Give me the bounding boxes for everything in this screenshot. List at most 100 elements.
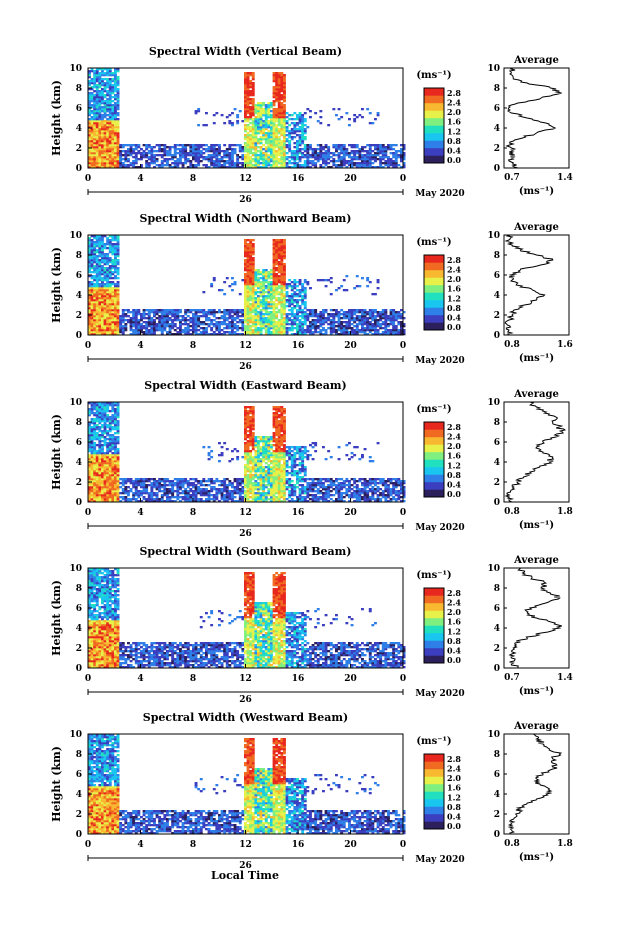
heatmap-cell [342, 164, 346, 167]
heatmap-cell [106, 418, 110, 421]
heatmap-cell [95, 269, 99, 272]
heatmap-cell [93, 261, 97, 264]
heatmap-cell [212, 333, 216, 336]
heatmap-cell [355, 152, 359, 155]
heatmap-cell [93, 498, 97, 501]
heatmap-cell [259, 120, 263, 123]
heatmap-cell [119, 331, 123, 334]
heatmap-cell [363, 156, 367, 159]
heatmap-cell [345, 289, 349, 292]
heatmap-cell [116, 146, 120, 149]
heatmap-cell [301, 291, 305, 294]
heatmap-cell [231, 315, 234, 318]
heatmap-cell [267, 303, 271, 306]
heatmap-cell [101, 476, 104, 479]
heatmap-cell [106, 446, 110, 449]
heatmap-cell [106, 108, 110, 111]
heatmap-cell [290, 118, 294, 121]
heatmap-cell [114, 468, 117, 471]
heatmap-cell [106, 456, 110, 459]
heatmap-cell [90, 156, 94, 159]
heatmap-cell [400, 166, 403, 169]
heatmap-cell [171, 325, 175, 328]
heatmap-cell [283, 78, 286, 81]
heatmap-cell [358, 148, 362, 151]
heatmap-cell [90, 98, 94, 101]
heatmap-cell [270, 138, 273, 141]
heatmap-cell [93, 144, 97, 147]
heatmap-cell [116, 333, 120, 336]
heatmap-cell [296, 140, 299, 143]
heatmap-cell [88, 142, 91, 145]
heatmap-cell [88, 289, 91, 292]
heatmap-cell [329, 281, 333, 284]
heatmap-cell [327, 166, 331, 169]
heatmap-cell [90, 432, 94, 435]
heatmap-cell [181, 152, 185, 155]
heatmap-cell [90, 305, 94, 308]
heatmap-cell [168, 154, 172, 157]
heatmap-cell [283, 289, 286, 292]
heatmap-cell [127, 315, 130, 318]
heatmap-cell [90, 408, 94, 411]
heatmap-cell [114, 257, 117, 260]
heatmap-cell [184, 327, 188, 330]
heatmap-cell [397, 154, 401, 157]
heatmap-cell [228, 148, 232, 151]
heatmap-cell [210, 283, 214, 286]
heatmap-cell [259, 166, 263, 169]
heatmap-cell [340, 116, 344, 119]
heatmap-cell [218, 152, 221, 155]
heatmap-cell [262, 283, 266, 286]
heatmap-cell [134, 148, 138, 151]
heatmap-cell [116, 92, 120, 95]
heatmap-cell [394, 166, 398, 169]
heatmap-cell [101, 257, 104, 260]
heatmap-cell [119, 329, 123, 332]
heatmap-cell [101, 150, 104, 153]
heatmap-cell [103, 476, 107, 479]
heatmap-cell [280, 104, 284, 107]
heatmap-cell [303, 150, 307, 153]
heatmap-cell [186, 160, 190, 163]
heatmap-cell [246, 76, 250, 79]
heatmap-cell [184, 158, 188, 161]
heatmap-cell [129, 327, 133, 330]
heatmap-cell [111, 92, 115, 95]
heatmap-cell [241, 313, 245, 316]
heatmap-cell [368, 166, 372, 169]
heatmap-cell [111, 305, 115, 308]
heatmap-cell [228, 144, 232, 147]
heatmap-cell [275, 245, 279, 248]
heatmap-cell [290, 287, 294, 290]
heatmap-cell [293, 152, 297, 155]
heatmap-cell [150, 309, 154, 312]
heatmap-cell [275, 277, 279, 280]
heatmap-cell [275, 138, 279, 141]
heatmap-cell [283, 305, 286, 308]
heatmap-cell [311, 154, 315, 157]
heatmap-cell [272, 271, 276, 274]
heatmap-cell [283, 257, 286, 260]
heatmap-cell [101, 309, 104, 312]
heatmap-cell [264, 317, 268, 320]
heatmap-cell [98, 416, 102, 419]
heatmap-cell [101, 454, 104, 457]
heatmap-cell [90, 301, 94, 304]
heatmap-cell [397, 150, 401, 153]
heatmap-cell [98, 305, 102, 308]
heatmap-cell [345, 160, 349, 163]
heatmap-cell [173, 325, 177, 328]
heatmap-cell [246, 269, 250, 272]
heatmap-cell [179, 329, 182, 332]
heatmap-cell [244, 287, 247, 290]
heatmap-cell [244, 100, 247, 103]
heatmap-cell [283, 243, 286, 246]
heatmap-cell [340, 146, 344, 149]
heatmap-cell [314, 311, 318, 314]
heatmap-cell [361, 325, 364, 328]
heatmap-cell [114, 146, 117, 149]
heatmap-cell [327, 323, 331, 326]
heatmap-cell [244, 285, 247, 288]
heatmap-cell [101, 331, 104, 334]
